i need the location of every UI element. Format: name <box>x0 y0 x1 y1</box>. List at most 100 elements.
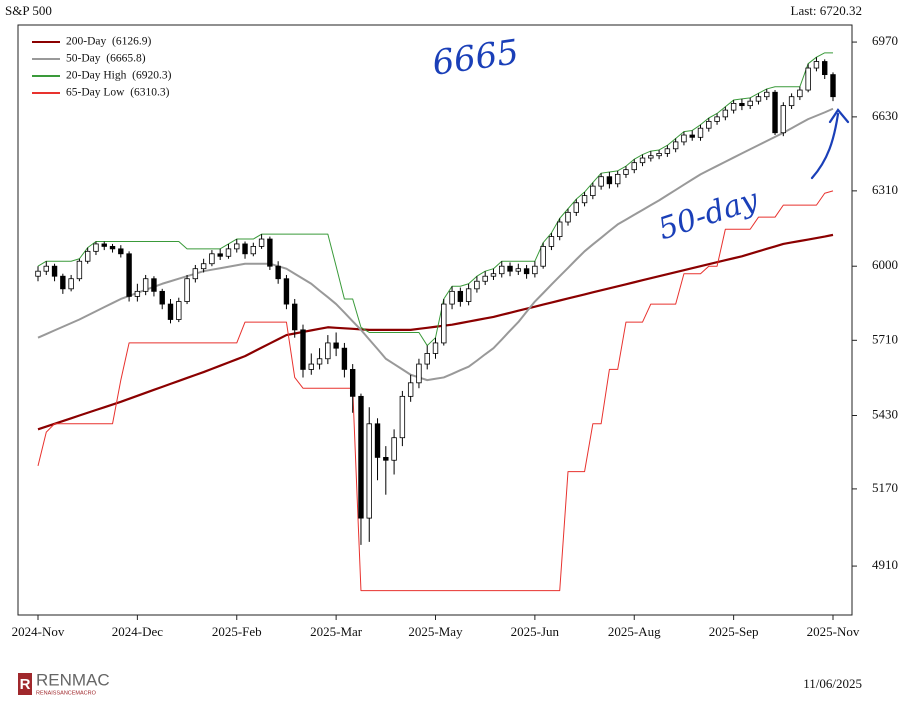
series-line <box>37 233 834 431</box>
plot-area <box>35 52 836 592</box>
candle-body <box>358 395 364 519</box>
candle-body <box>432 342 439 354</box>
candle-body <box>60 275 66 290</box>
x-tick-label: 2025-May <box>408 624 463 639</box>
candle-body <box>308 363 314 370</box>
candle-body <box>109 245 116 250</box>
candle-body <box>797 89 803 98</box>
candle-body <box>457 290 464 302</box>
candle-body <box>424 353 430 365</box>
candle-body <box>581 195 588 204</box>
candle-body <box>258 238 265 247</box>
y-tick-label: 5430 <box>872 406 898 421</box>
candle-body <box>43 265 49 272</box>
candle-body <box>84 250 91 262</box>
y-tick-label: 6630 <box>872 108 898 123</box>
candle-body <box>474 280 480 290</box>
candle-body <box>383 457 389 461</box>
x-tick-label: 2025-Feb <box>212 624 262 639</box>
candle-body <box>590 185 596 197</box>
candle-body <box>830 74 836 98</box>
candle-body <box>76 260 83 280</box>
candle-body <box>672 141 679 150</box>
candle-body <box>134 290 141 297</box>
candle-body <box>565 211 571 223</box>
candle-body <box>656 153 662 157</box>
candle-body <box>151 278 157 292</box>
candle-body <box>722 109 729 118</box>
candle-body <box>664 148 671 154</box>
candle-body <box>441 303 447 344</box>
candle-body <box>714 116 720 122</box>
candle-body <box>523 268 530 275</box>
candle-body <box>242 243 248 255</box>
candle-body <box>292 303 298 331</box>
candle-body <box>681 134 687 143</box>
candle-body <box>35 270 41 277</box>
candle-body <box>648 155 654 159</box>
x-tick-label: 2025-Aug <box>608 624 661 639</box>
candle-body <box>200 263 207 270</box>
candle-body <box>772 91 778 134</box>
candle-body <box>275 265 281 280</box>
y-tick-label: 5710 <box>872 331 898 346</box>
candle-body <box>805 67 811 91</box>
candle-body <box>341 347 348 370</box>
candle-body <box>118 248 124 255</box>
candle-body <box>399 395 406 439</box>
brand-sub: RENAISSANCEMACRO <box>36 690 97 696</box>
candle-body <box>126 253 132 297</box>
candle-body <box>225 248 232 257</box>
candle-body <box>606 176 613 185</box>
candle-body <box>68 278 74 290</box>
annotation: 50-day <box>654 182 763 247</box>
candle-body <box>747 100 753 107</box>
annotation-arrow <box>810 108 850 180</box>
candle-body <box>250 245 257 255</box>
x-tick-label: 2025-Sep <box>709 624 759 639</box>
legend-label: 20-Day High (6920.3) <box>66 70 172 82</box>
candle-body <box>234 243 240 250</box>
candle-body <box>764 91 770 98</box>
legend-label: 65-Day Low (6310.3) <box>66 87 170 99</box>
candle-body <box>333 342 339 349</box>
candle-body <box>192 268 199 280</box>
candle-body <box>739 102 745 107</box>
candle-body <box>623 169 629 175</box>
logo-letter: R <box>20 676 31 693</box>
candle-body <box>449 290 455 305</box>
series-line <box>37 107 834 382</box>
candle-body <box>540 245 546 267</box>
x-tick-label: 2025-Mar <box>310 624 363 639</box>
candle-body <box>532 265 538 275</box>
y-tick-label: 6000 <box>872 257 898 272</box>
date: 11/06/2025 <box>803 676 862 691</box>
candle-body <box>101 243 107 247</box>
y-tick-label: 6310 <box>872 182 898 197</box>
candle-body <box>316 358 323 365</box>
candle-body <box>416 363 422 384</box>
candle-body <box>780 105 787 134</box>
x-tick-label: 2025-Jun <box>511 624 560 639</box>
candle-body <box>490 273 497 277</box>
candle-body <box>788 96 795 107</box>
legend-label: 200-Day (6126.9) <box>66 36 151 48</box>
candle-body <box>349 369 356 397</box>
candle-body <box>507 265 513 272</box>
y-tick-label: 6970 <box>872 33 898 48</box>
candle-body <box>167 303 174 320</box>
y-tick-label: 5170 <box>872 480 898 495</box>
candle-body <box>822 61 828 76</box>
legend: 200-Day (6126.9) 50-Day (6665.8) 20-Day Hi… <box>32 36 172 99</box>
logo-mark <box>18 673 32 695</box>
x-tick-label: 2024-Nov <box>12 624 65 639</box>
candle-body <box>407 382 414 397</box>
candle-body <box>697 127 704 138</box>
y-tick-label: 4910 <box>872 557 898 572</box>
candle-body <box>217 253 223 257</box>
candle-body <box>730 102 737 111</box>
candle-body <box>366 423 372 519</box>
candle-body <box>209 253 215 265</box>
